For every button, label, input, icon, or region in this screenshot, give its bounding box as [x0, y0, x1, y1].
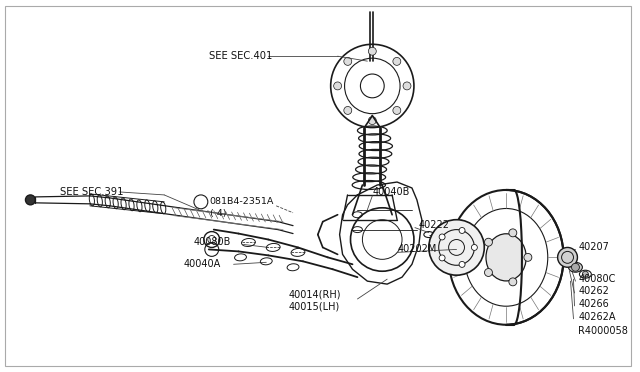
- Circle shape: [403, 82, 411, 90]
- Circle shape: [582, 271, 588, 277]
- Circle shape: [333, 82, 342, 90]
- Circle shape: [484, 238, 492, 246]
- Text: 40015(LH): 40015(LH): [288, 302, 339, 312]
- Circle shape: [393, 57, 401, 65]
- Text: 081B4-2351A: 081B4-2351A: [210, 198, 274, 206]
- Text: 40262A: 40262A: [579, 312, 616, 322]
- Circle shape: [439, 255, 445, 261]
- Text: 40266: 40266: [579, 299, 609, 309]
- Text: ( 4): ( 4): [210, 209, 227, 218]
- Circle shape: [344, 106, 352, 115]
- Circle shape: [439, 234, 445, 240]
- Text: R4000058: R4000058: [579, 326, 628, 336]
- Circle shape: [459, 228, 465, 234]
- Circle shape: [429, 220, 484, 275]
- Text: 40080B: 40080B: [194, 237, 231, 247]
- Ellipse shape: [557, 250, 577, 264]
- Ellipse shape: [568, 262, 582, 272]
- Circle shape: [393, 106, 401, 115]
- Circle shape: [557, 247, 577, 267]
- Circle shape: [524, 253, 532, 261]
- Text: SEE SEC.391: SEE SEC.391: [60, 187, 124, 197]
- Text: 40040A: 40040A: [184, 259, 221, 269]
- Circle shape: [572, 263, 579, 271]
- Text: 40207: 40207: [579, 243, 609, 253]
- Text: 40262: 40262: [579, 286, 609, 296]
- Circle shape: [369, 47, 376, 55]
- Circle shape: [472, 244, 477, 250]
- Text: 40014(RH): 40014(RH): [288, 289, 340, 299]
- Circle shape: [484, 269, 492, 276]
- Circle shape: [459, 262, 465, 267]
- Text: 40040B: 40040B: [372, 187, 410, 197]
- Circle shape: [509, 278, 516, 286]
- Circle shape: [344, 57, 352, 65]
- Text: SEE SEC.401: SEE SEC.401: [209, 51, 272, 61]
- Text: 40222: 40222: [419, 219, 450, 230]
- Circle shape: [509, 229, 516, 237]
- Text: 40202M: 40202M: [397, 244, 436, 254]
- Circle shape: [26, 195, 35, 205]
- Text: 40080C: 40080C: [579, 274, 616, 284]
- Ellipse shape: [486, 234, 526, 281]
- Circle shape: [369, 117, 376, 125]
